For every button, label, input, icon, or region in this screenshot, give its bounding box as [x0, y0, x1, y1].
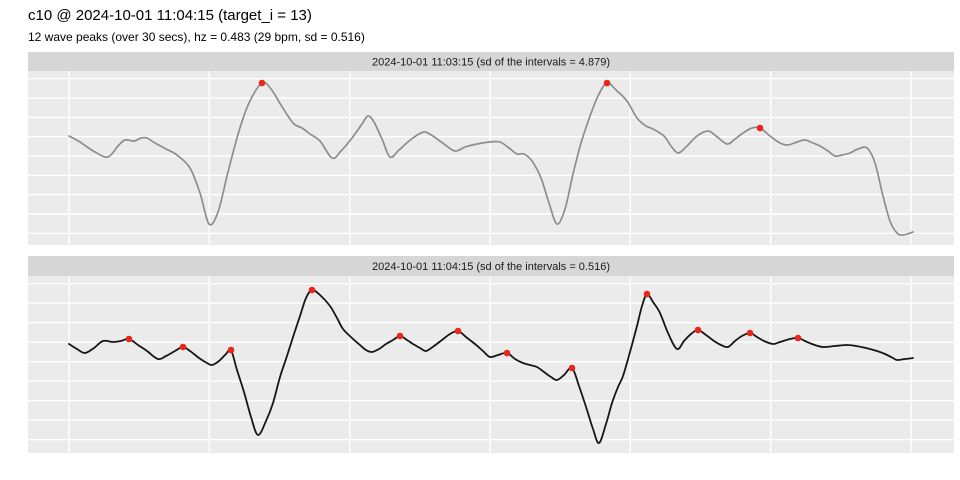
peak-dot [125, 335, 133, 343]
panel-background [28, 276, 954, 453]
peak-markers [125, 286, 802, 372]
panel-background [28, 71, 954, 245]
facet-panel-2: 2024-10-01 11:04:15 (sd of the intervals… [28, 256, 954, 453]
peak-dot [746, 329, 754, 337]
peak-dot [756, 124, 764, 132]
peak-dot [227, 346, 235, 354]
peak-dot [694, 326, 702, 334]
strip-label-bar [28, 52, 954, 71]
strip-label: 2024-10-01 11:04:15 (sd of the intervals… [372, 261, 610, 273]
panel-gridlines [28, 71, 954, 245]
peak-dot [308, 286, 316, 294]
panel-gridlines [28, 276, 954, 453]
peak-dot [258, 79, 266, 87]
peak-dot [603, 79, 611, 87]
page-subtitle: 12 wave peaks (over 30 secs), hz = 0.483… [28, 30, 365, 44]
peak-markers [258, 79, 764, 132]
strip-label-bar [28, 256, 954, 276]
peak-dot [503, 349, 511, 357]
strip-label: 2024-10-01 11:03:15 (sd of the intervals… [372, 56, 610, 68]
peak-dot [454, 327, 462, 335]
peak-dot [794, 334, 802, 342]
peak-dot [643, 290, 651, 298]
peak-dot [179, 343, 187, 351]
page-title: c10 @ 2024-10-01 11:04:15 (target_i = 13… [28, 7, 312, 24]
peak-dot [568, 364, 576, 372]
waveform-line [68, 81, 914, 236]
peak-dot [396, 332, 404, 340]
facet-panel-1: 2024-10-01 11:03:15 (sd of the intervals… [28, 52, 954, 245]
